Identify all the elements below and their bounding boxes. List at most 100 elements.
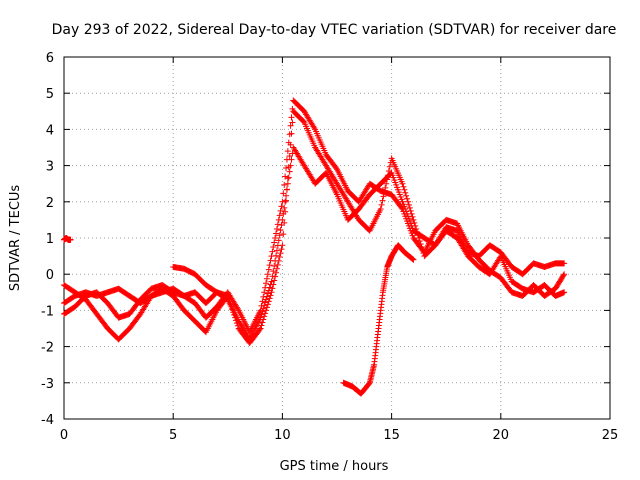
y-tick-label: 6: [46, 51, 54, 66]
data-point: [263, 280, 270, 287]
data-point: [278, 246, 285, 253]
data-point: [233, 320, 240, 327]
data-point: [378, 201, 385, 208]
data-point: [271, 277, 278, 284]
grid: [64, 57, 610, 419]
data-point: [404, 195, 411, 202]
data-point: [410, 216, 417, 223]
data-point: [262, 284, 269, 291]
y-tick-label: 3: [46, 160, 54, 175]
data-point: [228, 303, 235, 310]
data-point: [263, 275, 270, 282]
data-point: [398, 204, 405, 211]
data-point: [283, 165, 290, 172]
data-point: [260, 293, 267, 300]
data-point: [264, 301, 271, 308]
data-point: [259, 298, 266, 305]
data-point: [406, 204, 413, 211]
data-point: [408, 210, 415, 217]
data-point: [403, 192, 410, 199]
data-point: [231, 311, 238, 318]
data-point: [67, 236, 74, 243]
data-point: [384, 176, 391, 183]
data-point: [258, 302, 265, 309]
data-point: [234, 322, 241, 329]
data-point: [265, 298, 272, 305]
data-point: [385, 168, 392, 175]
y-tick-label: 2: [46, 196, 54, 211]
data-point: [257, 307, 264, 314]
data-point: [288, 114, 295, 121]
data-point: [285, 174, 292, 181]
x-tick-label: 10: [274, 428, 291, 443]
data-point: [268, 289, 275, 296]
data-point: [399, 180, 406, 187]
data-point: [414, 228, 421, 235]
data-point: [286, 152, 293, 159]
data-point: [263, 307, 270, 314]
y-tick-label: 1: [46, 232, 54, 247]
x-tick-label: 5: [169, 428, 177, 443]
data-point: [561, 289, 568, 296]
data-point: [272, 273, 279, 280]
y-tick-label: -4: [41, 413, 54, 428]
data-point: [405, 201, 412, 208]
data-point: [267, 257, 274, 264]
data-point: [275, 257, 282, 264]
data-point: [281, 219, 288, 226]
data-point: [259, 319, 266, 326]
data-point: [414, 231, 421, 238]
chart-title: Day 293 of 2022, Sidereal Day-to-day VTE…: [52, 22, 617, 38]
data-point: [286, 168, 293, 175]
data-point: [275, 216, 282, 223]
data-point: [273, 225, 280, 232]
data-point: [285, 164, 292, 171]
data-point: [273, 247, 280, 254]
data-point: [279, 242, 286, 249]
data-point: [277, 207, 284, 214]
data-point: [266, 295, 273, 302]
data-point: [401, 186, 408, 193]
data-point: [276, 254, 283, 261]
data-point: [230, 309, 237, 316]
data-point: [261, 289, 268, 296]
data-point: [262, 310, 269, 317]
data-point: [289, 119, 296, 126]
data-point: [402, 189, 409, 196]
x-tick-label: 0: [60, 428, 68, 443]
data-point: [409, 213, 416, 220]
data-point: [287, 122, 294, 129]
data-point: [281, 181, 288, 188]
data-point: [283, 197, 290, 204]
data-point: [386, 163, 393, 170]
data-point: [267, 292, 274, 299]
data-point: [411, 219, 418, 226]
data-point: [408, 255, 415, 262]
data-point: [277, 227, 284, 234]
data-point: [271, 239, 278, 246]
data-point: [561, 260, 568, 267]
data-point: [269, 248, 276, 255]
y-tick-label: 5: [46, 87, 54, 102]
data-point: [224, 292, 231, 299]
data-point: [410, 256, 417, 263]
data-point: [232, 317, 239, 324]
data-point: [377, 206, 384, 213]
data-point: [270, 281, 277, 288]
y-tick-label: -2: [41, 341, 54, 356]
data-point: [276, 212, 283, 219]
data-point: [270, 244, 277, 251]
data-point: [404, 198, 411, 205]
data-point: [273, 265, 280, 272]
data-point: [383, 180, 390, 187]
data-point: [263, 304, 270, 311]
data-point: [283, 186, 290, 193]
y-axis-label: SDTVAR / TECUs: [8, 185, 23, 292]
x-tick-label: 20: [493, 428, 510, 443]
data-point: [268, 278, 275, 285]
data-point: [282, 208, 289, 215]
data-point: [266, 262, 273, 269]
data-point: [276, 232, 283, 239]
data-point: [275, 237, 282, 244]
